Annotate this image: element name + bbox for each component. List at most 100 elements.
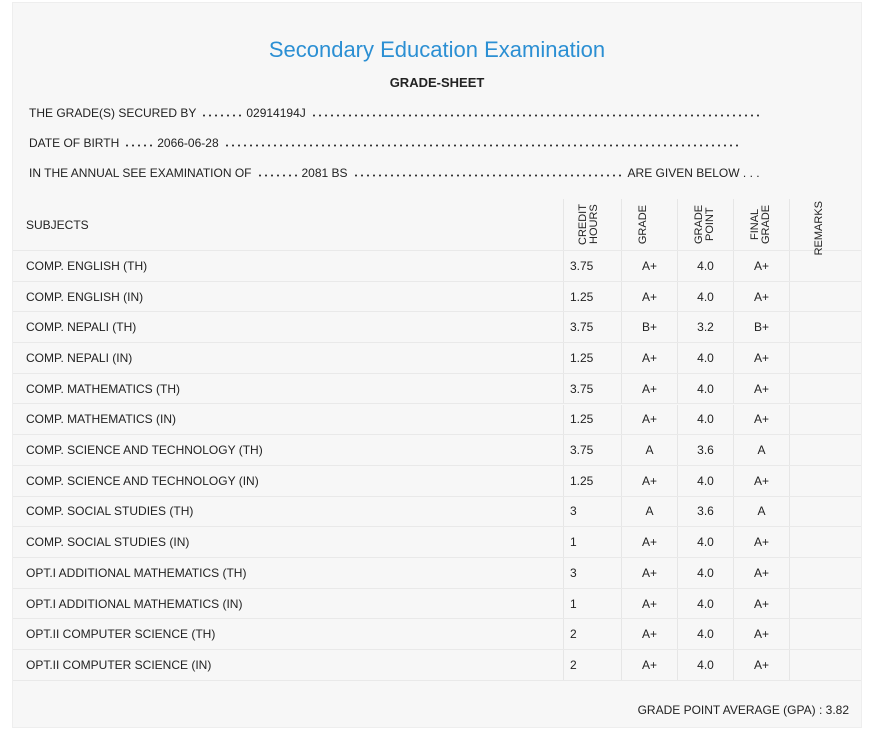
subject: COMP. ENGLISH (TH) <box>26 258 148 273</box>
table-cell: 3.6 <box>677 435 733 465</box>
table-row: COMP. SCIENCE AND TECHNOLOGY (TH) 3.75 A 3.… <box>13 435 861 466</box>
table-cell <box>789 558 861 588</box>
table-cell: 1 <box>563 588 621 619</box>
table-row: COMP. NEPALI (IN) 1.25 A+ 4.0 A+ <box>13 343 861 374</box>
table-cell: A+ <box>733 465 789 496</box>
table-row: COMP. SOCIAL STUDIES (IN) 1 A+ 4.0 A+ <box>13 527 861 558</box>
table-cell: A+ <box>733 558 789 588</box>
table-cell: 4.0 <box>677 619 733 650</box>
table-cell <box>789 373 861 404</box>
table-cell: A+ <box>621 527 677 557</box>
column-header: SUBJECTS <box>26 217 89 232</box>
table-cell: 4.0 <box>677 558 733 588</box>
subject: OPT.I ADDITIONAL MATHEMATICS (IN) <box>26 596 243 611</box>
label: THE GRADE(S) SECURED BY <box>29 106 197 120</box>
table-cell: A <box>621 496 677 527</box>
leader <box>201 114 242 117</box>
table-cell: A+ <box>621 558 677 588</box>
table-cell: A+ <box>733 619 789 650</box>
table-cell <box>789 281 861 312</box>
header-cell: CREDIT HOURS <box>563 199 621 250</box>
table-cell: 4.0 <box>677 650 733 680</box>
table-cell <box>789 435 861 465</box>
table-cell <box>789 619 861 650</box>
table-cell: 4.0 <box>677 373 733 404</box>
value: ARE GIVEN BELOW . . . <box>627 166 760 180</box>
gpa-label: GRADE POINT AVERAGE (GPA) : <box>637 703 823 717</box>
table-cell: 3.75 <box>563 251 621 281</box>
subject: COMP. SOCIAL STUDIES (IN) <box>26 535 190 550</box>
column-header: REMARKS <box>812 201 825 256</box>
table-cell: 1.25 <box>563 281 621 312</box>
table-cell: B+ <box>733 312 789 343</box>
table-cell: A+ <box>733 650 789 680</box>
table-cell <box>789 650 861 680</box>
table-cell: 4.0 <box>677 281 733 312</box>
label: DATE OF BIRTH <box>29 136 120 150</box>
leader <box>223 144 740 147</box>
value: 2081 BS <box>301 166 348 180</box>
table-cell: A+ <box>733 343 789 373</box>
table-row: COMP. ENGLISH (IN) 1.25 A+ 4.0 A+ <box>13 281 861 313</box>
table-cell: A+ <box>733 527 789 557</box>
table-cell: 1.25 <box>563 465 621 496</box>
table-cell: A+ <box>621 619 677 650</box>
table-cell: A+ <box>621 588 677 619</box>
gpa-value: 3.82 <box>825 703 849 717</box>
info-line: THE GRADE(S) SECURED BY 02914194J <box>29 106 766 120</box>
table-cell: 3.6 <box>677 496 733 527</box>
header-row: SUBJECTS CREDIT HOURS GRADE GRADE POINT FINA… <box>13 199 861 255</box>
table-row: COMP. MATHEMATICS (IN) 1.25 A+ 4.0 A+ <box>13 404 861 436</box>
table-cell: B+ <box>621 312 677 343</box>
subject: COMP. SOCIAL STUDIES (TH) <box>26 504 194 519</box>
table-cell: 2 <box>563 619 621 650</box>
table-row: COMP. MATHEMATICS (TH) 3.75 A+ 4.0 A+ <box>13 373 861 405</box>
info-line: IN THE ANNUAL SEE EXAMINATION OF 2081 BS… <box>29 166 760 180</box>
table-cell: 4.0 <box>677 343 733 373</box>
leader <box>352 174 623 177</box>
header-cell: FINAL GRADE <box>733 199 789 250</box>
table-cell <box>789 527 861 557</box>
subject: COMP. SCIENCE AND TECHNOLOGY (TH) <box>26 443 263 458</box>
table-cell: A+ <box>621 281 677 312</box>
info-line: DATE OF BIRTH 2066-06-28 <box>29 136 745 150</box>
subtitle: GRADE-SHEET <box>389 75 485 90</box>
table-cell: A+ <box>733 251 789 281</box>
table-row: COMP. NEPALI (TH) 3.75 B+ 3.2 B+ <box>13 312 861 344</box>
table-cell: A+ <box>733 373 789 404</box>
table-cell: A <box>621 435 677 465</box>
table-cell: A <box>733 435 789 465</box>
table-cell: 4.0 <box>677 588 733 619</box>
table-cell: A+ <box>621 343 677 373</box>
table-cell: 2 <box>563 650 621 680</box>
value: 2066-06-28 <box>157 136 219 150</box>
header-cell: REMARKS <box>789 199 861 255</box>
leader <box>256 174 297 177</box>
table-cell: A+ <box>621 251 677 281</box>
header-cell: GRADE <box>621 199 677 250</box>
table-cell <box>789 312 861 343</box>
gpa: GRADE POINT AVERAGE (GPA) : 3.82 <box>638 703 849 717</box>
table-cell: 4.0 <box>677 527 733 557</box>
table-cell: A+ <box>621 373 677 404</box>
table-cell: 1 <box>563 527 621 557</box>
table-row: COMP. SCIENCE AND TECHNOLOGY (IN) 1.25 A+ 4… <box>13 465 861 497</box>
subject: COMP. MATHEMATICS (TH) <box>26 381 180 396</box>
table-cell: 3.75 <box>563 435 621 465</box>
subject: COMP. ENGLISH (IN) <box>26 289 144 304</box>
table-row: COMP. SOCIAL STUDIES (TH) 3 A 3.6 A <box>13 496 861 528</box>
table-cell: 3.75 <box>563 373 621 404</box>
table-row: OPT.II COMPUTER SCIENCE (IN) 2 A+ 4.0 A+ <box>13 650 861 681</box>
table-cell: 3.2 <box>677 312 733 343</box>
table-cell: 3.75 <box>563 312 621 343</box>
leader <box>124 144 153 147</box>
label: IN THE ANNUAL SEE EXAMINATION OF <box>29 166 252 180</box>
subject: COMP. NEPALI (IN) <box>26 350 133 365</box>
header-cell: GRADE POINT <box>677 199 733 250</box>
table-cell <box>789 404 861 435</box>
column-header: GRADE POINT <box>692 204 716 245</box>
table-cell: 1.25 <box>563 343 621 373</box>
subject: OPT.II COMPUTER SCIENCE (TH) <box>26 627 216 642</box>
grade-sheet: Secondary Education Examination GRADE-SH… <box>12 2 862 728</box>
